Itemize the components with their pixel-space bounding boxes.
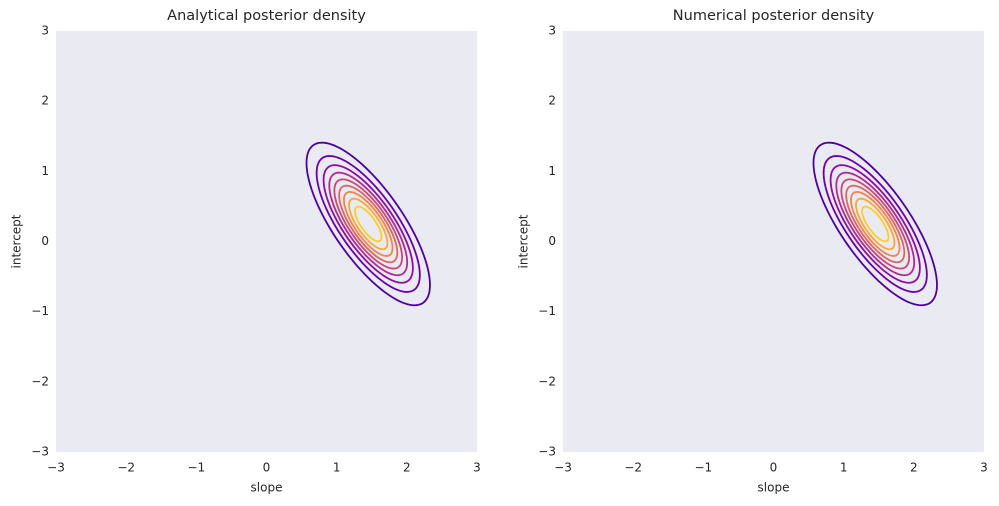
y-tick-label: −1 bbox=[538, 304, 556, 318]
x-tick-label: 3 bbox=[980, 461, 988, 475]
x-tick-label: 3 bbox=[473, 461, 481, 475]
x-tick-label: 0 bbox=[263, 461, 271, 475]
x-tick-label: −1 bbox=[694, 461, 712, 475]
x-tick-label: 2 bbox=[910, 461, 918, 475]
y-tick-label: −2 bbox=[31, 374, 49, 388]
chart-title: Analytical posterior density bbox=[167, 8, 366, 24]
x-tick-label: 1 bbox=[333, 461, 341, 475]
contour-line bbox=[354, 205, 383, 243]
y-tick-label: 1 bbox=[548, 164, 556, 178]
y-tick-label: −3 bbox=[538, 445, 556, 459]
contour-line bbox=[348, 197, 389, 251]
chart-title: Numerical posterior density bbox=[673, 8, 875, 24]
x-tick-label: −2 bbox=[117, 461, 135, 475]
plot-area bbox=[563, 31, 984, 452]
contour-line bbox=[333, 178, 404, 270]
y-tick-label: 2 bbox=[548, 94, 556, 108]
y-tick-label: −1 bbox=[31, 304, 49, 318]
x-tick-label: 2 bbox=[403, 461, 411, 475]
contour-line bbox=[840, 178, 911, 270]
x-tick-label: 0 bbox=[770, 461, 778, 475]
contour-line bbox=[343, 191, 394, 257]
contour-line bbox=[338, 184, 399, 264]
plot-area bbox=[56, 31, 477, 452]
contour-line bbox=[845, 184, 906, 264]
y-tick-label: 2 bbox=[41, 94, 49, 108]
contour-line bbox=[829, 164, 921, 284]
contour-line bbox=[315, 155, 421, 293]
y-axis-label: intercept bbox=[10, 214, 24, 268]
contour-line bbox=[322, 164, 414, 284]
y-tick-label: 1 bbox=[41, 164, 49, 178]
y-tick-label: 3 bbox=[41, 24, 49, 38]
contour-line bbox=[835, 171, 916, 277]
contour-line bbox=[328, 171, 409, 277]
x-tick-label: −2 bbox=[624, 461, 642, 475]
contour-line bbox=[305, 141, 431, 307]
contour-line bbox=[812, 141, 938, 307]
x-tick-label: −3 bbox=[47, 461, 65, 475]
y-tick-label: 0 bbox=[41, 234, 49, 248]
y-axis-label: intercept bbox=[517, 214, 531, 268]
y-tick-label: 0 bbox=[548, 234, 556, 248]
x-axis-label: slope bbox=[758, 481, 790, 495]
x-tick-label: −1 bbox=[187, 461, 205, 475]
contour-line bbox=[822, 155, 928, 293]
contour-line bbox=[861, 205, 890, 243]
y-tick-label: −2 bbox=[538, 374, 556, 388]
contour-line bbox=[855, 197, 896, 251]
contour-line bbox=[850, 191, 901, 257]
x-axis-label: slope bbox=[251, 481, 283, 495]
x-tick-label: 1 bbox=[840, 461, 848, 475]
x-tick-label: −3 bbox=[554, 461, 572, 475]
y-tick-label: 3 bbox=[548, 24, 556, 38]
y-tick-label: −3 bbox=[31, 445, 49, 459]
